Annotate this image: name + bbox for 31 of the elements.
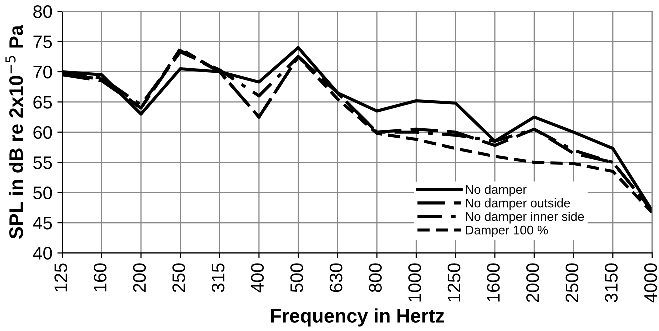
x-tick-label: 250 — [172, 264, 186, 292]
y-tick-label: 40 — [33, 247, 52, 260]
x-tick-label: 630 — [330, 264, 343, 292]
y-tick-label: 60 — [34, 126, 52, 140]
y-tick-label: 70 — [34, 66, 52, 79]
y-tick-label: 75 — [34, 36, 52, 49]
y-axis-title: SPL in dB re 2x10$^{−5}$ Pa — [6, 25, 24, 239]
x-tick-label: 315 — [212, 264, 225, 292]
x-tick-label: 3150 — [605, 264, 618, 302]
x-tick-label: 200 — [133, 264, 146, 292]
x-tick-label: 4000 — [644, 264, 658, 303]
x-tick-label: 2500 — [566, 264, 579, 302]
x-tick-label: 2000 — [526, 264, 540, 302]
y-tick-label: 45 — [33, 217, 52, 230]
y-tick-label: 50 — [34, 186, 52, 200]
x-tick-label: 1600 — [487, 264, 500, 302]
y-tick-label: 55 — [34, 156, 52, 170]
y-tick-label: 80 — [34, 6, 52, 18]
x-tick-label: 500 — [290, 264, 304, 292]
legend-label: Damper 100 % — [466, 226, 548, 238]
x-tick-label: 125 — [54, 264, 68, 292]
x-tick-label: 160 — [94, 264, 107, 292]
y-tick-label: 65 — [34, 96, 52, 109]
legend-label: No damper inner side — [466, 212, 584, 224]
x-tick-label: 800 — [369, 264, 382, 292]
legend-label: No damper outside — [466, 198, 570, 210]
x-tick-label: 400 — [251, 264, 264, 293]
x-axis-title: Frequency in Hertz — [271, 308, 444, 327]
x-tick-label: 1000 — [408, 264, 422, 302]
x-tick-label: 1250 — [448, 264, 461, 302]
legend-label: No damper — [466, 184, 527, 197]
